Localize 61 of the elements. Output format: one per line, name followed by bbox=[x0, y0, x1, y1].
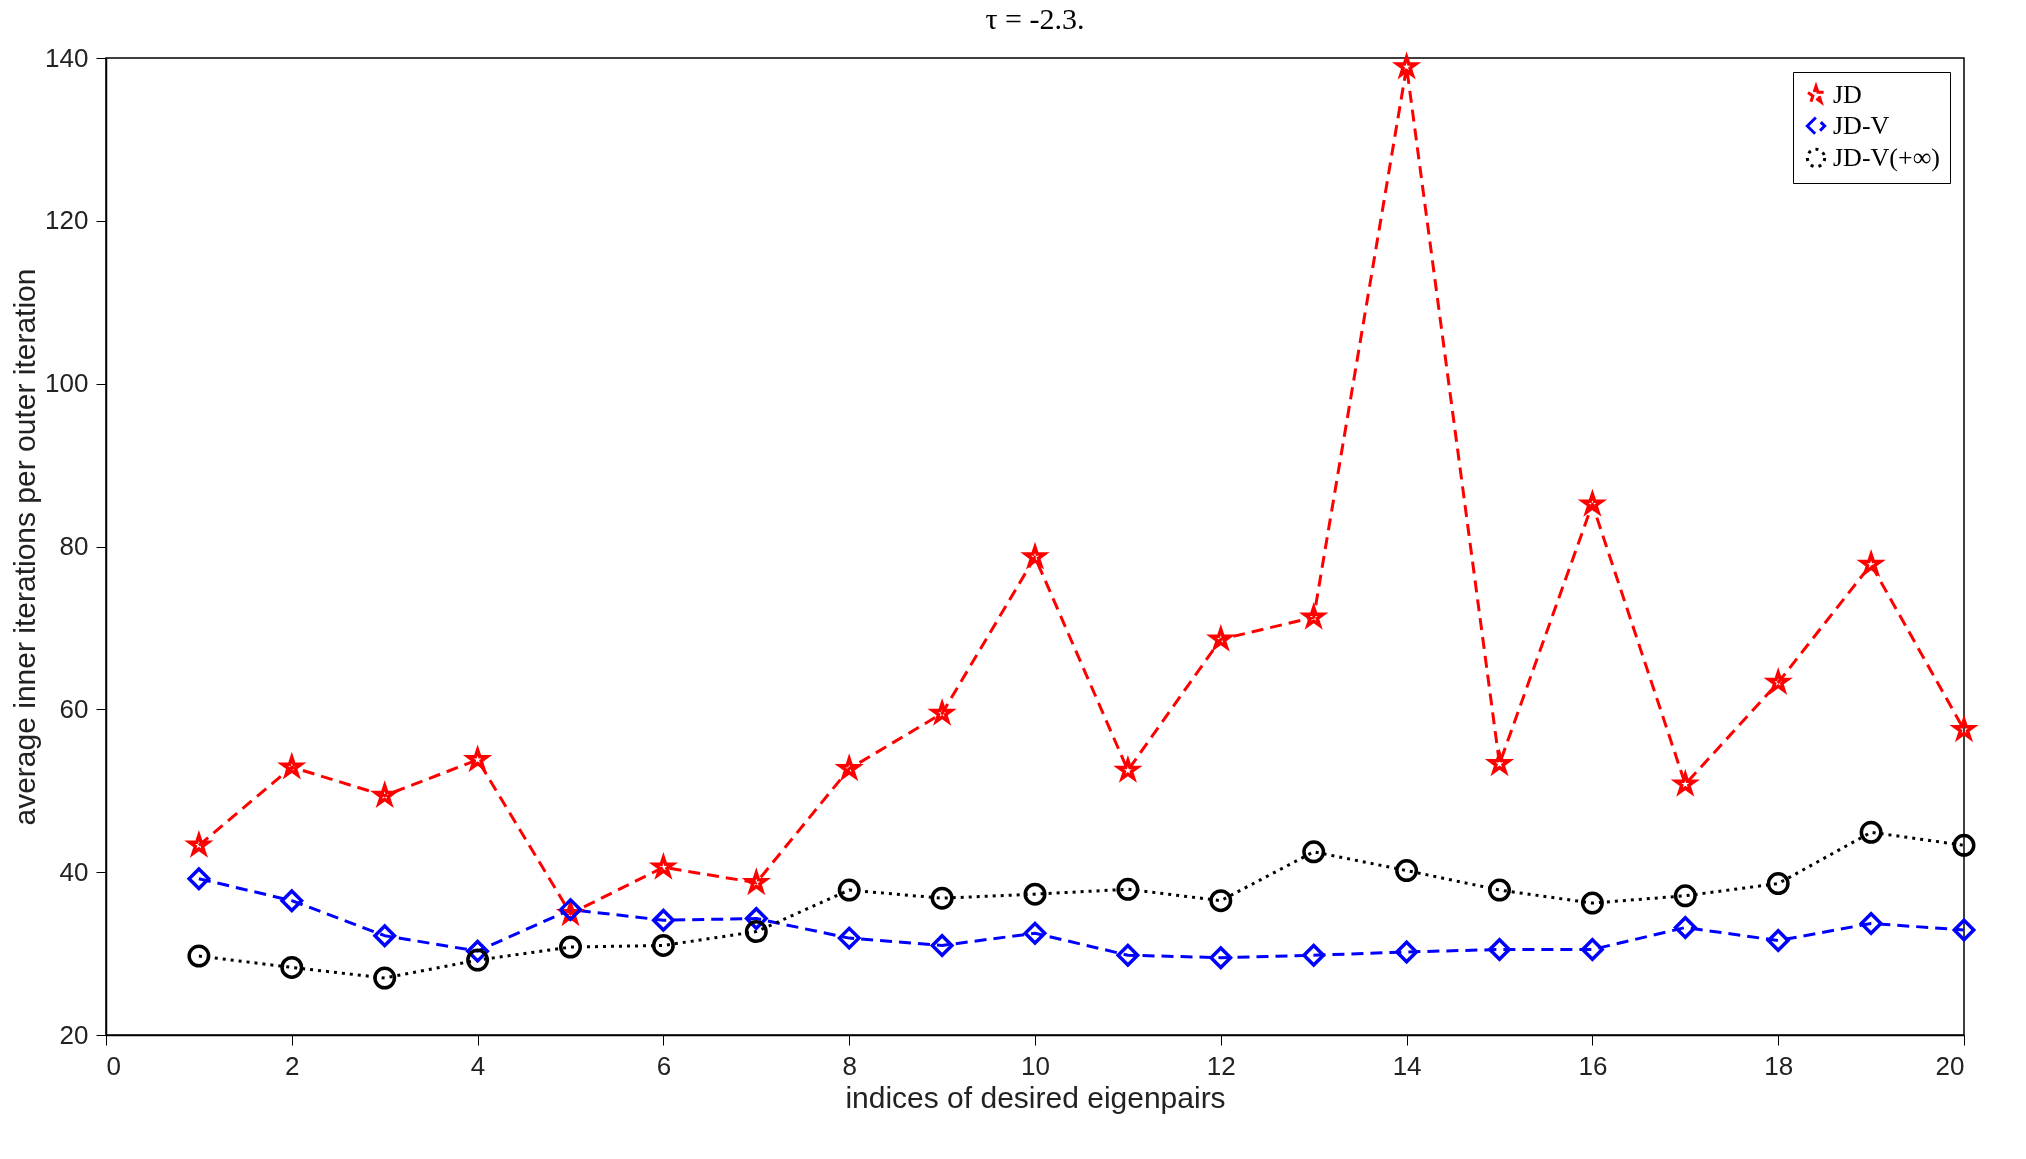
x-tick-label: 16 bbox=[1578, 1050, 1608, 1081]
point bbox=[1302, 840, 1326, 864]
point bbox=[373, 924, 397, 948]
x-tick-label: 12 bbox=[1206, 1050, 1236, 1081]
point bbox=[1209, 946, 1233, 970]
point bbox=[651, 908, 675, 932]
point bbox=[1952, 918, 1976, 942]
point bbox=[1859, 911, 1883, 935]
y-tick-label: 80 bbox=[59, 531, 89, 561]
point bbox=[1488, 878, 1511, 902]
point bbox=[559, 935, 582, 959]
point bbox=[837, 878, 861, 902]
point bbox=[930, 933, 954, 957]
point bbox=[1580, 938, 1604, 962]
y-tick-label: 100 bbox=[45, 368, 89, 399]
chart-title: τ = -2.3. bbox=[985, 2, 1085, 35]
point bbox=[373, 966, 397, 990]
point bbox=[1116, 943, 1140, 967]
x-tick-label: 0 bbox=[106, 1050, 121, 1081]
point bbox=[837, 926, 861, 950]
point bbox=[1859, 820, 1883, 844]
y-axis-title: average inner iterations per outer iteration bbox=[8, 268, 42, 826]
x-tick-label: 4 bbox=[470, 1050, 486, 1081]
x-tick-label: 18 bbox=[1764, 1050, 1794, 1081]
point bbox=[1395, 940, 1419, 964]
x-tick-label: 14 bbox=[1392, 1050, 1422, 1081]
x-axis-title: indices of desired eigenpairs bbox=[845, 1080, 1226, 1114]
point bbox=[1302, 943, 1326, 967]
legend-label: JD bbox=[1833, 80, 1862, 109]
point bbox=[1580, 891, 1604, 915]
point bbox=[1023, 921, 1047, 945]
x-tick-label: 2 bbox=[285, 1050, 300, 1081]
y-tick-label: 20 bbox=[59, 1019, 89, 1050]
y-tick-label: 140 bbox=[45, 42, 89, 73]
point bbox=[930, 886, 954, 910]
point bbox=[187, 867, 211, 891]
legend-label: JD-V bbox=[1833, 111, 1890, 140]
point bbox=[1673, 916, 1697, 940]
x-tick-label: 8 bbox=[842, 1050, 857, 1081]
point bbox=[651, 933, 675, 957]
point bbox=[1023, 882, 1047, 906]
y-tick-label: 40 bbox=[59, 856, 89, 887]
point bbox=[1488, 938, 1511, 962]
point bbox=[1766, 872, 1790, 896]
point bbox=[280, 889, 304, 913]
point bbox=[280, 955, 304, 979]
point bbox=[1116, 877, 1140, 901]
y-tick-label: 120 bbox=[45, 205, 89, 236]
point bbox=[466, 948, 490, 972]
point bbox=[1209, 889, 1233, 913]
point bbox=[1673, 884, 1697, 908]
x-tick-label: 20 bbox=[1935, 1050, 1965, 1081]
x-tick-label: 10 bbox=[1021, 1050, 1050, 1081]
point bbox=[1395, 859, 1419, 883]
point bbox=[1766, 929, 1790, 953]
point bbox=[1952, 833, 1976, 857]
point bbox=[187, 944, 211, 968]
y-tick-label: 60 bbox=[59, 693, 89, 724]
point bbox=[744, 920, 768, 944]
legend-label: JD-V(+∞) bbox=[1833, 143, 1940, 172]
x-tick-label: 6 bbox=[656, 1050, 672, 1081]
